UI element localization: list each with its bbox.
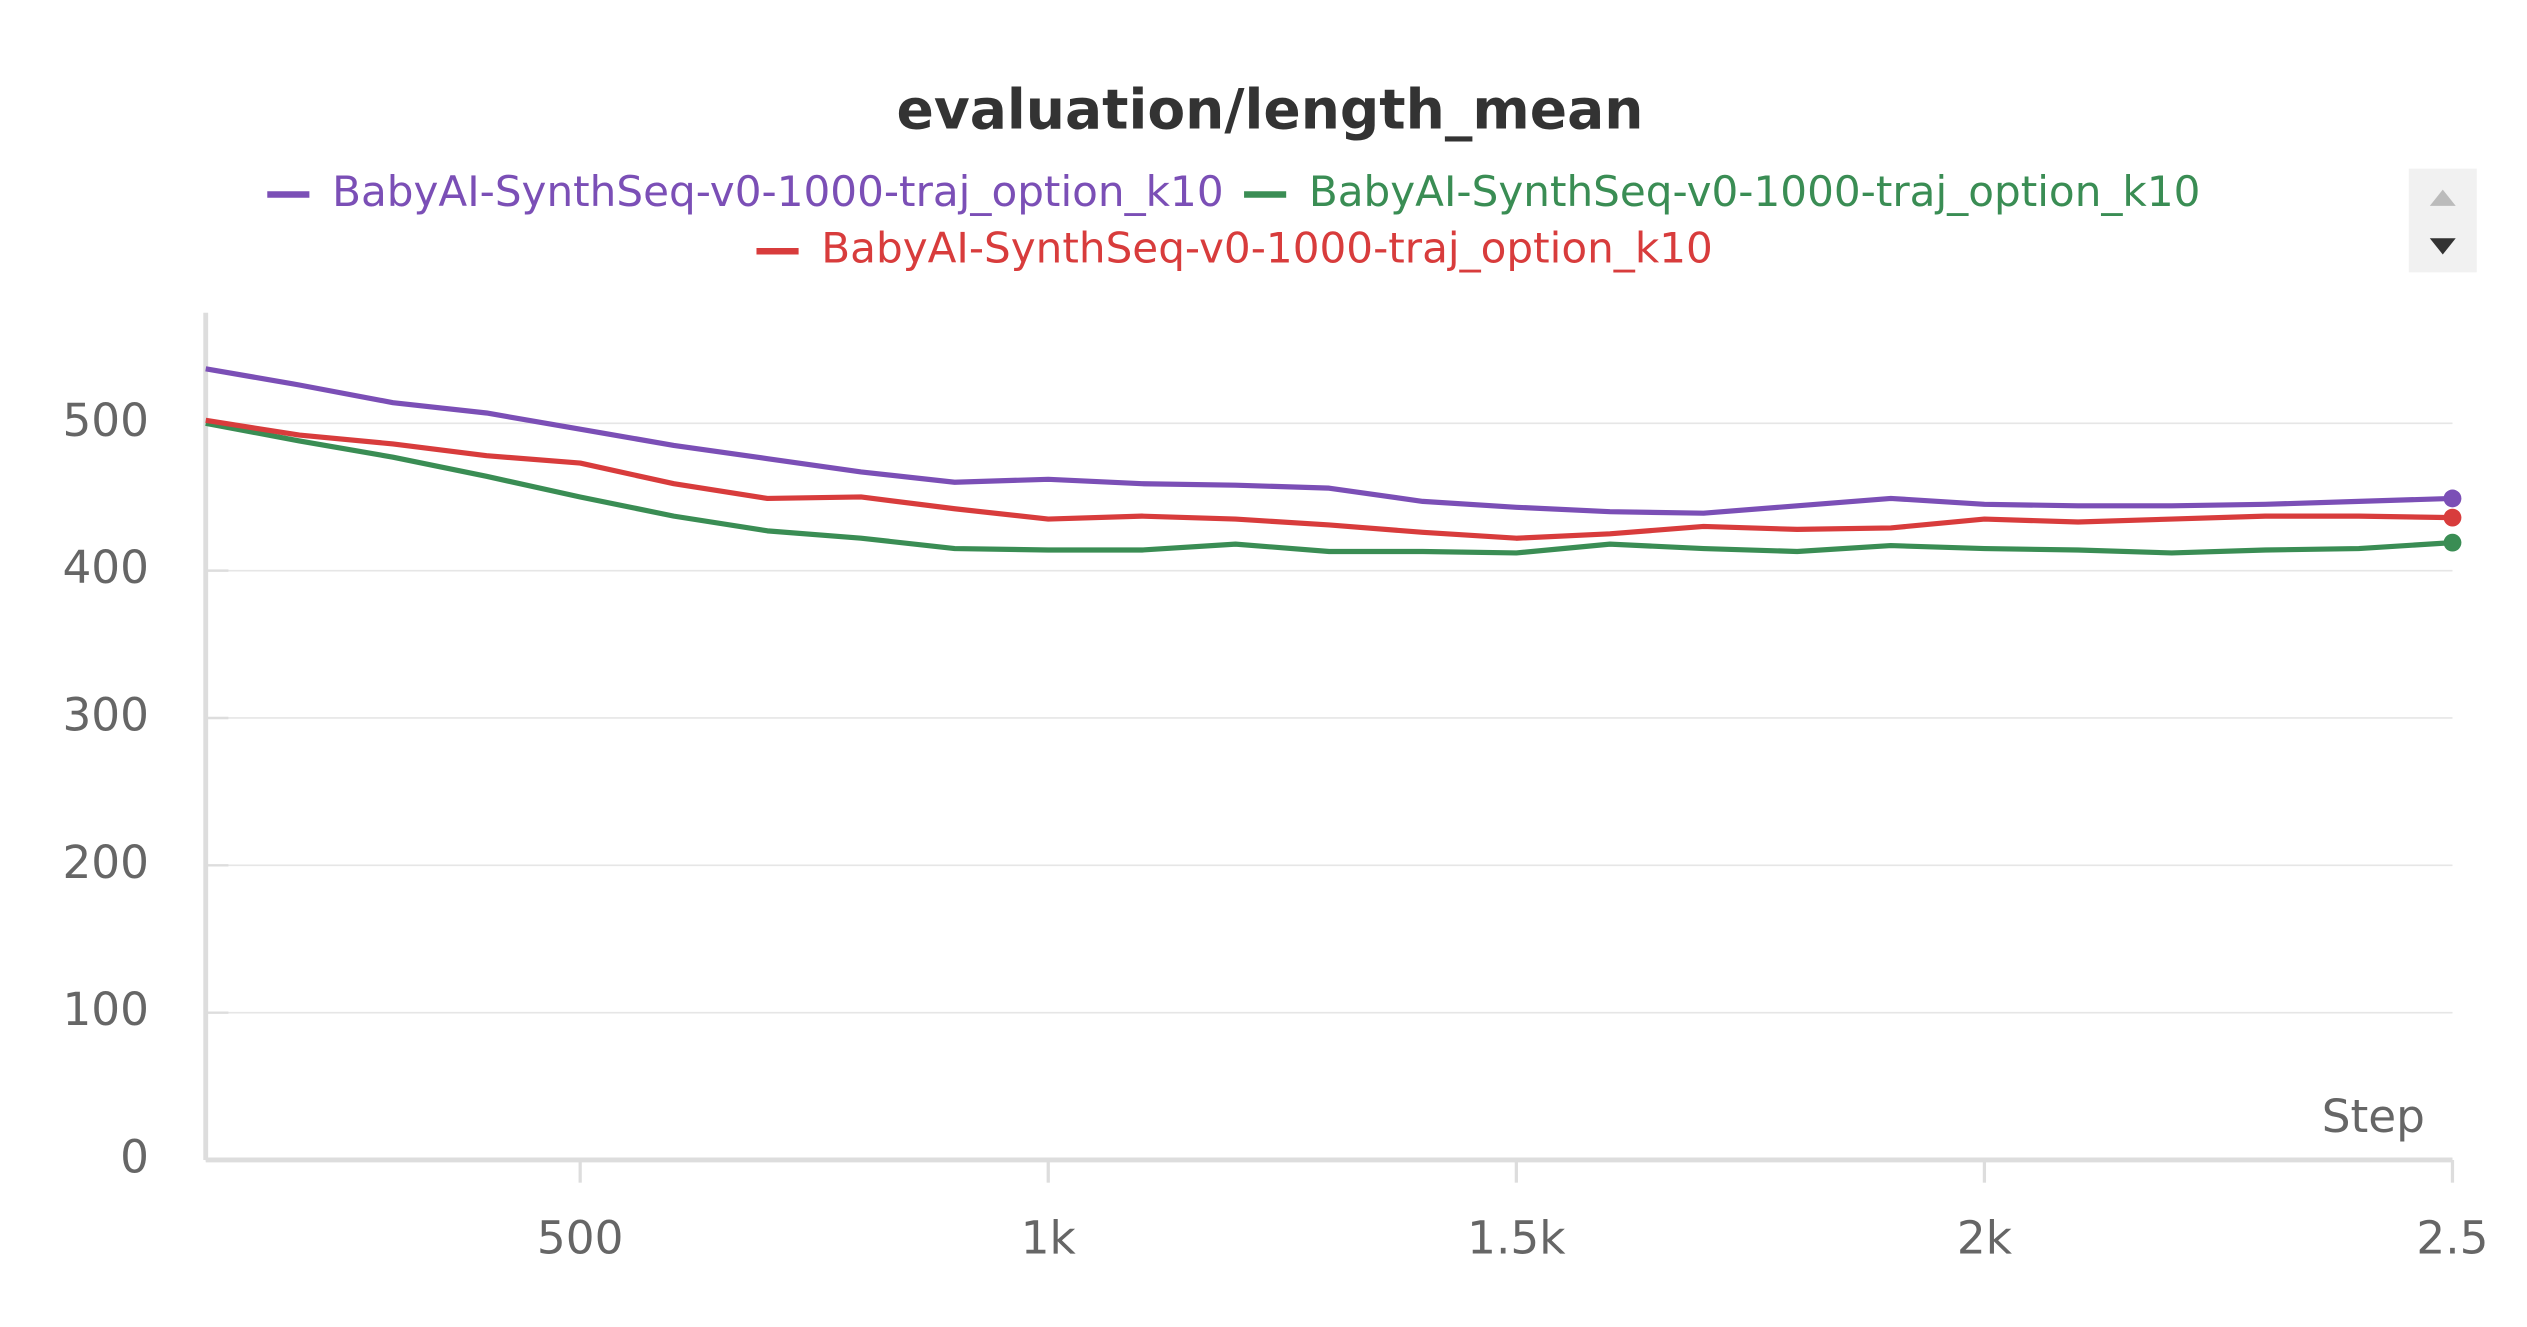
end-point: [2443, 508, 2462, 527]
y-tick-label: 400: [62, 541, 149, 594]
scroll-down[interactable]: [2429, 238, 2456, 255]
end-point: [2443, 533, 2462, 552]
y-tick-label: 200: [62, 836, 149, 889]
y-tick-label: 100: [62, 983, 149, 1036]
x-tick-label: 1.5k: [1467, 1211, 1566, 1264]
legend-label: BabyAI-SynthSeq-v0-1000-traj_option_k10: [1309, 167, 2201, 216]
y-tick-label: 0: [120, 1130, 149, 1183]
series-line: [205, 366, 2453, 516]
legend-item: BabyAI-SynthSeq-v0-1000-traj_option_k10: [756, 224, 1713, 273]
scroll-up[interactable]: [2429, 189, 2456, 206]
legend-label: BabyAI-SynthSeq-v0-1000-traj_option_k10: [821, 224, 1713, 273]
x-tick-label: 2k: [1957, 1211, 2013, 1264]
series-line: [205, 417, 2453, 541]
x-tick-label: 2.5: [2416, 1211, 2488, 1264]
x-tick-label: 1k: [1021, 1211, 1077, 1264]
legend-item: BabyAI-SynthSeq-v0-1000-traj_option_k10: [267, 167, 1224, 216]
legend-item: BabyAI-SynthSeq-v0-1000-traj_option_k10: [1244, 167, 2200, 216]
x-axis-label: Step: [2322, 1090, 2425, 1143]
legend-label: BabyAI-SynthSeq-v0-1000-traj_option_k10: [332, 167, 1224, 216]
y-tick-label: 500: [62, 394, 149, 447]
end-point: [2443, 489, 2462, 508]
series-line: [205, 420, 2453, 556]
legend-scroll[interactable]: [2408, 168, 2477, 273]
chart-title: evaluation/length_mean: [897, 78, 1644, 142]
scroll-box: [2408, 168, 2477, 273]
x-tick-label: 500: [537, 1211, 624, 1264]
y-tick-label: 300: [62, 688, 149, 741]
